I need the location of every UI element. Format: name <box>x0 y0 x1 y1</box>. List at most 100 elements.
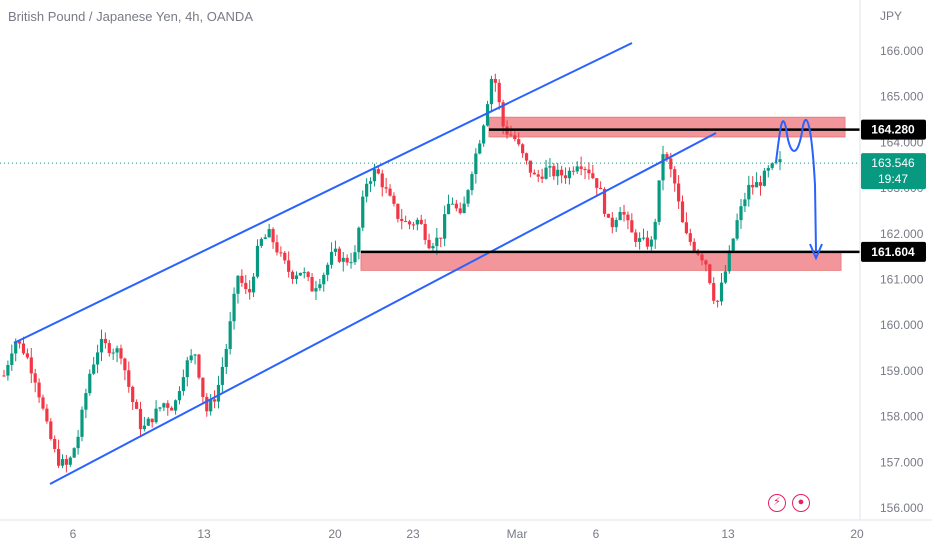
candle-body <box>56 448 61 466</box>
candle-body <box>60 459 65 466</box>
candle-body <box>583 169 587 171</box>
candle-body <box>692 241 696 251</box>
candle-body <box>72 448 76 458</box>
candle-body <box>131 386 135 403</box>
candle-body <box>704 260 708 265</box>
candle-body <box>649 239 653 247</box>
candle-body <box>322 274 326 285</box>
candle-body <box>404 221 408 223</box>
lightning-icon[interactable]: ⚡ <box>768 494 786 512</box>
support-zone <box>360 251 842 271</box>
candle-body <box>365 183 369 197</box>
candle-body <box>29 357 33 374</box>
candle-body <box>618 211 622 221</box>
candle-body <box>634 232 638 242</box>
candle-body <box>638 238 642 242</box>
candle-body <box>497 82 501 103</box>
candle-body <box>762 170 767 186</box>
candle-body <box>236 275 240 294</box>
resistance-price-label-box <box>861 119 926 140</box>
candle-body <box>716 300 720 302</box>
candle-body <box>489 78 494 105</box>
candle-body <box>556 169 560 177</box>
candle-body <box>209 399 213 412</box>
candle-body <box>275 242 279 253</box>
candle-body <box>302 272 306 274</box>
candle-body <box>528 160 533 173</box>
candle-body <box>575 166 579 172</box>
current-price-label: 163.546 19:47 <box>861 153 926 190</box>
drawings[interactable] <box>0 42 860 485</box>
candle-body <box>170 407 174 411</box>
candle-body <box>14 341 18 354</box>
candle-body <box>431 246 435 249</box>
candle-body <box>407 221 412 225</box>
y-tick-label: 162.000 <box>880 227 924 241</box>
candle-body <box>653 221 657 240</box>
resistance-price-label-text: 164.280 <box>871 123 915 137</box>
candle-body <box>376 169 380 174</box>
candle-body <box>290 271 295 280</box>
candle-body <box>435 237 439 247</box>
candle-body <box>232 293 236 322</box>
candle-body <box>560 169 564 176</box>
candle-body <box>661 154 665 181</box>
candle-body <box>103 338 107 344</box>
support-price-label-text: 161.604 <box>871 245 915 259</box>
candle-body <box>240 275 244 283</box>
candle-body <box>517 139 521 145</box>
candle-body <box>119 348 123 359</box>
candle-body <box>657 180 661 222</box>
x-tick-label: 6 <box>593 527 600 541</box>
record-icon[interactable]: ● <box>792 494 810 512</box>
candle-body <box>368 181 373 184</box>
candle-body <box>735 220 739 239</box>
candle-body <box>2 375 6 377</box>
candle-body <box>513 135 517 140</box>
candle-body <box>25 353 29 358</box>
y-tick-label: 161.000 <box>880 273 924 287</box>
candle-body <box>33 373 37 383</box>
candle-body <box>474 153 478 175</box>
forecast-path <box>775 118 817 253</box>
candle-body <box>92 364 96 374</box>
candle-body <box>766 167 770 171</box>
x-tick-label: 23 <box>406 527 420 541</box>
channel-upper-line <box>13 42 633 344</box>
candle-body <box>107 343 111 354</box>
x-tick-label: 20 <box>850 527 864 541</box>
candle-body <box>680 201 685 223</box>
candle-body <box>189 355 193 361</box>
candle-body <box>595 178 599 188</box>
candle-body <box>606 213 611 218</box>
candle-body <box>669 158 673 170</box>
candle-body <box>443 214 447 239</box>
x-tick-label: 13 <box>721 527 735 541</box>
candle-body <box>201 377 205 397</box>
candle-body <box>294 275 299 280</box>
candle-body <box>563 175 568 179</box>
candle-body <box>548 166 552 168</box>
candle-body <box>454 203 458 209</box>
candle-body <box>462 203 466 214</box>
current-price-box <box>861 153 926 190</box>
candle-body <box>134 402 139 409</box>
candle-body <box>228 321 232 349</box>
candle-body <box>197 354 201 378</box>
candle-body <box>622 211 626 215</box>
candle-body <box>485 104 490 126</box>
resistance-zone <box>488 116 846 138</box>
candle-body <box>684 222 689 234</box>
candle-body <box>259 238 263 246</box>
candle-body <box>45 408 49 422</box>
channel-lower-line <box>49 132 717 485</box>
y-tick-label: 157.000 <box>880 455 924 469</box>
candle-body <box>255 245 260 277</box>
candle-body <box>739 206 743 221</box>
candle-body <box>532 172 536 175</box>
candle-body <box>677 183 681 202</box>
x-tick-label: 20 <box>328 527 342 541</box>
candle-body <box>205 396 209 412</box>
candle-body <box>665 154 669 159</box>
